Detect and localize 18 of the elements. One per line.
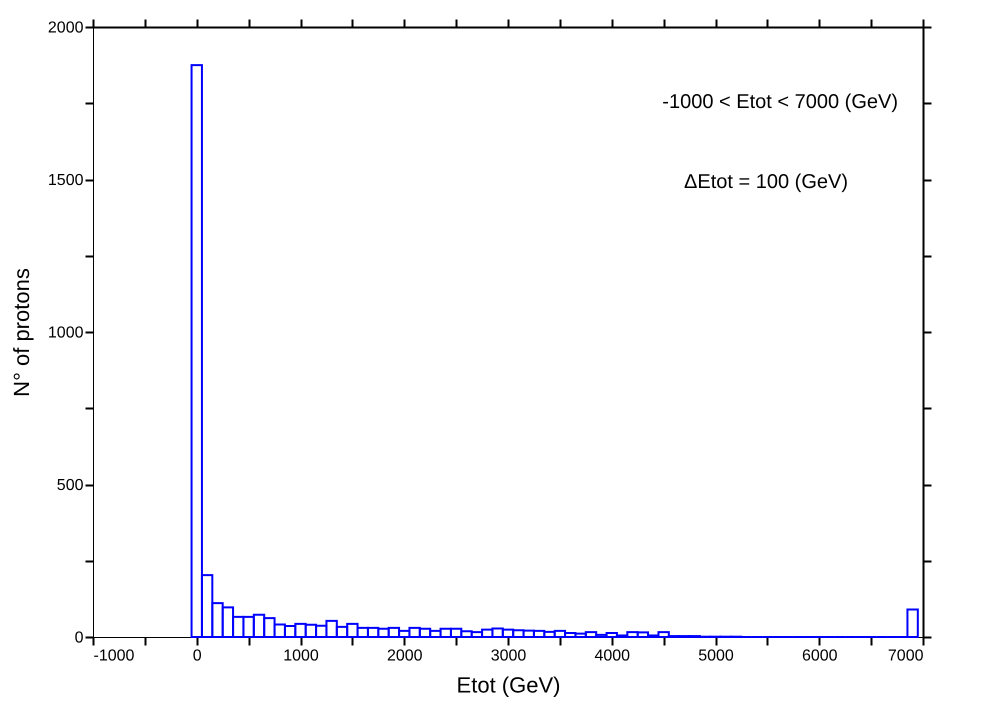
x-tick-label: 3000 bbox=[490, 648, 526, 664]
x-tick-label: 6000 bbox=[802, 648, 838, 664]
y-axis-title: N° of protons bbox=[8, 268, 34, 397]
x-tick-label: -1000 bbox=[94, 648, 135, 664]
x-axis-title: Etot (GeV) bbox=[456, 672, 560, 698]
x-tick-label: 7000 bbox=[888, 648, 924, 664]
x-tick-label: 4000 bbox=[594, 648, 630, 664]
y-tick-label: 1000 bbox=[48, 324, 84, 342]
x-tick-label: 1000 bbox=[283, 648, 319, 664]
annotation: -1000 < Etot < 7000 (GeV) bbox=[662, 91, 898, 113]
y-tick-label: 500 bbox=[56, 477, 84, 494]
y-tick-label: 1500 bbox=[48, 172, 84, 189]
x-tick-label: 5000 bbox=[698, 648, 734, 664]
y-tick-label: 2000 bbox=[48, 20, 84, 36]
y-tick-label: 0 bbox=[74, 630, 84, 646]
x-tick-label: 0 bbox=[192, 648, 202, 664]
annotation: ΔEtot = 100 (GeV) bbox=[684, 171, 848, 193]
x-tick-label: 2000 bbox=[386, 648, 423, 664]
